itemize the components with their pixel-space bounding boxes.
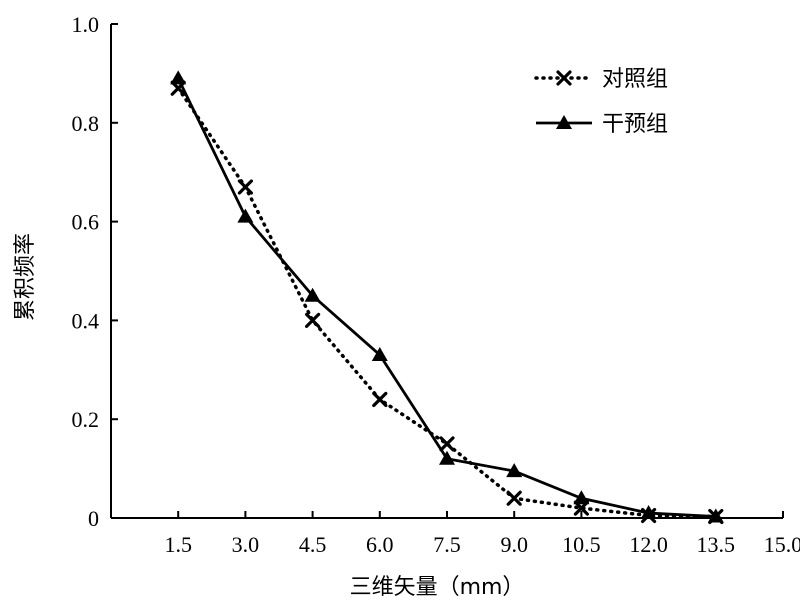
data-point — [237, 208, 254, 223]
x-tick-label: 1.5 — [164, 532, 192, 557]
x-tick-label: 12.0 — [629, 532, 668, 557]
data-point — [304, 287, 321, 302]
data-point — [439, 450, 455, 465]
data-point — [237, 179, 253, 195]
x-tick-label: 3.0 — [232, 532, 260, 557]
data-point — [439, 436, 455, 452]
legend-item: 干预组 — [536, 112, 668, 137]
x-tick-label: 10.5 — [562, 532, 601, 557]
legend-label: 干预组 — [602, 112, 668, 137]
y-tick-label: 1.0 — [72, 12, 100, 37]
legend-item: 对照组 — [534, 67, 668, 92]
series-layer — [170, 70, 724, 525]
series-2 — [170, 70, 724, 523]
y-tick-label: 0.6 — [72, 210, 100, 235]
data-point — [707, 508, 724, 523]
data-point — [506, 490, 522, 506]
x-axis-ticks: 1.5 3.0 4.5 6.0 7.5 9.0 10.5 12.0 13.5 15.0 — [164, 511, 800, 557]
series-line — [176, 86, 718, 519]
x-tick-label: 6.0 — [366, 532, 394, 557]
x-tick-label: 9.0 — [500, 532, 528, 557]
legend-marker — [556, 115, 572, 129]
x-tick-label: 13.5 — [697, 532, 736, 557]
x-tick-label: 4.5 — [299, 532, 327, 557]
data-point — [372, 391, 388, 408]
y-tick-label: 0.8 — [72, 111, 100, 136]
data-point — [371, 346, 388, 361]
y-axis-title: 累积频率 — [13, 233, 38, 321]
data-point — [506, 463, 523, 478]
data-point — [640, 505, 657, 520]
data-point — [305, 312, 321, 328]
y-tick-label: 0.2 — [72, 407, 100, 432]
legend-marker — [556, 70, 572, 86]
legend-label: 对照组 — [602, 67, 668, 92]
y-tick-label: 0.4 — [72, 308, 100, 333]
x-axis-title: 三维矢量（mm） — [350, 575, 525, 600]
x-tick-label: 7.5 — [433, 532, 461, 557]
data-point — [573, 490, 590, 505]
x-tick-label: 15.0 — [764, 532, 800, 557]
y-tick-label: 0 — [88, 506, 99, 531]
data-point — [170, 70, 187, 85]
y-axis-ticks: 0 0.2 0.4 0.6 0.8 1.0 — [72, 12, 118, 531]
